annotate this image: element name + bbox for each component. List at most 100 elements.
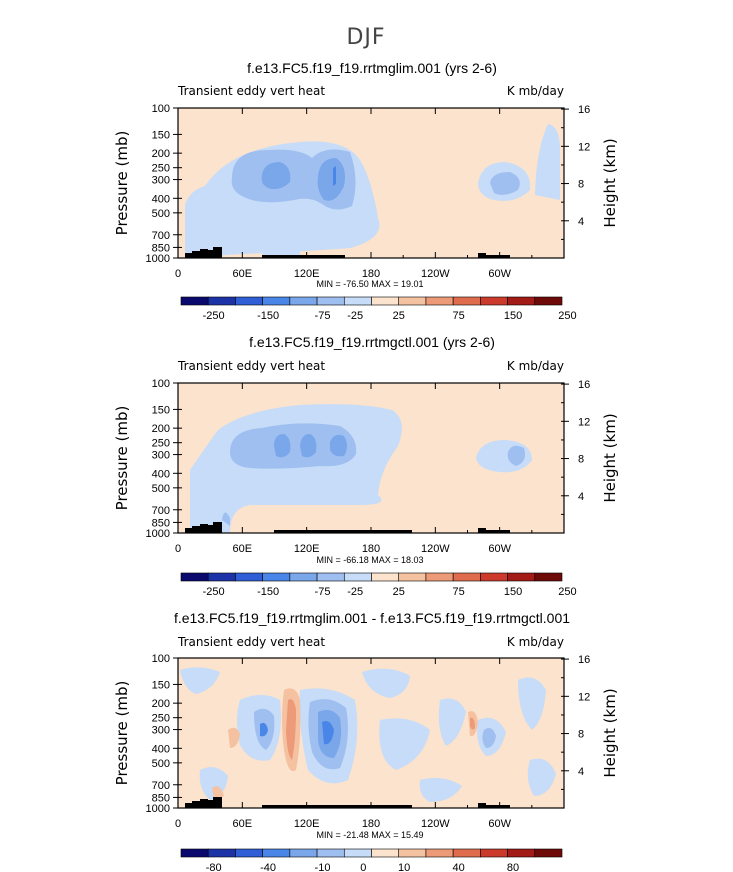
x-axis: 0 60E 120E 180 120W 60W [175,108,533,280]
contour-mid-blue [222,512,230,526]
colorbar-swatch [480,296,508,306]
colorbar-label: 75 [452,310,464,322]
contour-light-blue [438,698,466,746]
units-label: K mb/day [507,359,564,373]
min-max-label: MIN = -21.48 MAX = 15.49 [316,830,423,840]
colorbar-swatch [235,848,263,858]
y2-axis: 16 12 8 4 [561,654,590,790]
colorbar-label: 0 [360,862,366,872]
y-tick-label: 200 [152,148,170,160]
y-tick-label: 100 [152,653,170,665]
contour-light-blue [527,758,556,796]
contour-light-red [228,727,240,748]
y-tick-label: 850 [152,517,170,529]
colorbar-label: -250 [203,586,225,598]
colorbar-label: -80 [206,862,222,872]
colorbar-label: 80 [507,862,519,872]
y-tick-label: 250 [152,713,170,725]
colorbar-swatch [262,572,291,582]
colorbar-swatch [316,572,345,582]
y-tick-label: 150 [152,679,170,691]
y-tick-label: 500 [152,483,170,495]
colorbar-swatch [343,296,372,306]
colorbar-swatch [452,296,481,306]
variable-label: Transient eddy vert heat [177,84,325,98]
contour-dark-blue [333,166,336,186]
contour-light-blue [362,668,410,698]
colorbar-swatch [180,296,209,306]
contour-light-blue [180,667,220,694]
colorbar-swatch [371,296,400,306]
y-tick-label: 850 [152,792,170,804]
x-tick-label: 180 [362,268,380,280]
y-tick-label: 500 [152,208,170,220]
colorbar-label: -25 [347,586,363,598]
x-tick-label: 120W [421,543,450,555]
colorbar-swatch [507,296,536,306]
x-tick-label: 120E [294,543,320,555]
colorbar-swatch [507,572,536,582]
x-axis: 0 60E 120E 180 120W 60W [175,383,533,555]
y-axis-title: Pressure (mb) [113,131,131,236]
y-tick-label: 700 [152,230,170,242]
colorbar-swatch [207,296,236,306]
y-tick-label: 100 [152,103,170,115]
colorbar: -250 -150 -75 -25 25 75 150 250 [180,296,577,322]
y-tick-label: 700 [152,505,170,517]
colorbar-swatch [452,848,481,858]
x-tick-label: 120E [294,268,320,280]
x-tick-label: 180 [362,543,380,555]
y-tick-label: 100 [152,378,170,390]
contour-blue [317,158,345,201]
x-tick-label: 60W [488,543,511,555]
x-tick-label: 0 [175,818,181,830]
x-tick-label: 60E [233,268,253,280]
colorbar-swatch [316,848,345,858]
units-label: K mb/day [507,635,564,649]
colorbar-swatch [398,296,427,306]
x-tick-label: 120E [294,818,320,830]
y-tick-label: 250 [152,163,170,175]
plot-area [177,382,565,534]
colorbar-swatch [180,572,209,582]
x-tick-label: 0 [175,268,181,280]
y-axis-title: Pressure (mb) [113,681,131,786]
x-tick-label: 120W [421,268,450,280]
x-tick-label: 0 [175,543,181,555]
y-tick-label: 400 [152,468,170,480]
colorbar-swatch [425,572,454,582]
y2-tick-label: 16 [578,104,590,116]
y2-axis-title: Height (km) [601,688,619,777]
contour-red [286,699,296,760]
y2-tick-label: 16 [578,654,590,666]
y-tick-label: 150 [152,129,170,141]
colorbar-swatch [371,572,400,582]
colorbar-swatch [480,848,508,858]
colorbar-swatch [425,848,454,858]
x-tick-label: 120W [421,818,450,830]
contour-light-blue [518,677,546,730]
y-tick-label: 500 [152,758,170,770]
y-tick-label: 400 [152,193,170,205]
colorbar-label: 250 [558,310,576,322]
contour-light-red [212,786,224,800]
y-tick-label: 1000 [146,803,170,815]
x-tick-label: 60W [488,268,511,280]
y-tick-label: 300 [152,725,170,737]
y-tick-label: 250 [152,438,170,450]
y2-tick-label: 16 [578,379,590,391]
panel-title: f.e13.FC5.f19_f19.rrtmglim.001 (yrs 2-6) [247,60,497,76]
contour-light-blue [379,718,430,770]
contour-mid-blue [230,423,357,469]
colorbar-label: -25 [347,310,363,322]
y-tick-label: 200 [152,698,170,710]
y-tick-label: 300 [152,450,170,462]
contour-mid-blue [507,445,525,466]
plot-area [177,657,565,809]
contour-mid-blue [490,172,520,195]
colorbar-label: -75 [315,310,331,322]
y2-tick-label: 4 [578,766,584,778]
